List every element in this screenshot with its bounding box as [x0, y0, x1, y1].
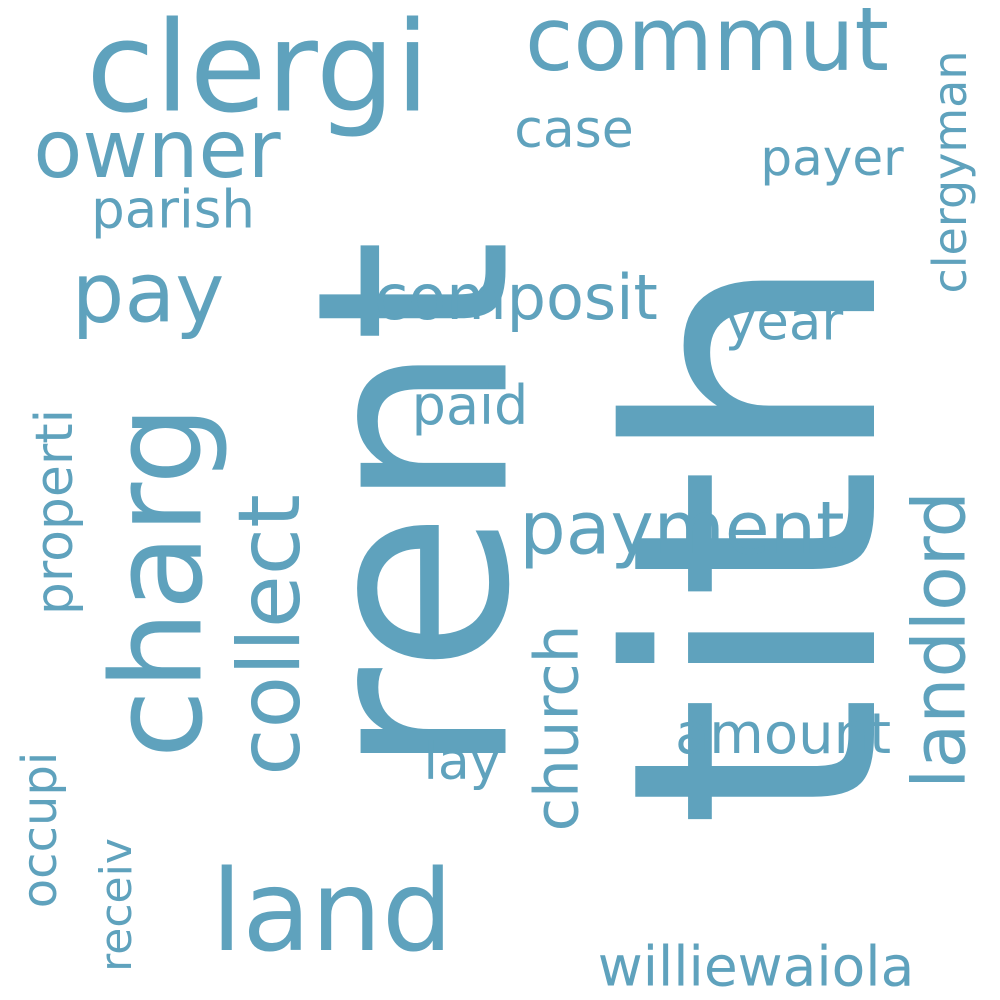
word-charg: charg: [85, 405, 231, 759]
word-composit: composit: [374, 261, 658, 334]
word-commut: commut: [525, 0, 889, 91]
word-properti: properti: [25, 408, 85, 616]
word-land: land: [211, 847, 453, 977]
word-pay: pay: [71, 244, 225, 342]
word-payer: payer: [760, 129, 904, 187]
word-collect: collect: [220, 494, 320, 776]
word-paid: paid: [411, 374, 529, 437]
word-payment: payment: [519, 486, 845, 572]
word-lay: lay: [423, 732, 501, 792]
word-church: church: [521, 624, 593, 832]
word-landlord: landlord: [897, 491, 983, 789]
word-williewaiola: williewaiola: [597, 934, 915, 999]
word-owner: owner: [33, 103, 281, 196]
word-occupi: occupi: [12, 751, 68, 909]
word-clergyman: clergyman: [923, 50, 977, 294]
word-case: case: [514, 100, 634, 160]
word-clergi: clergi: [86, 0, 430, 141]
word-year: year: [724, 291, 844, 353]
word-parish: parish: [91, 179, 255, 241]
word-amount: amount: [674, 702, 892, 767]
word-receiv: receiv: [91, 838, 142, 972]
